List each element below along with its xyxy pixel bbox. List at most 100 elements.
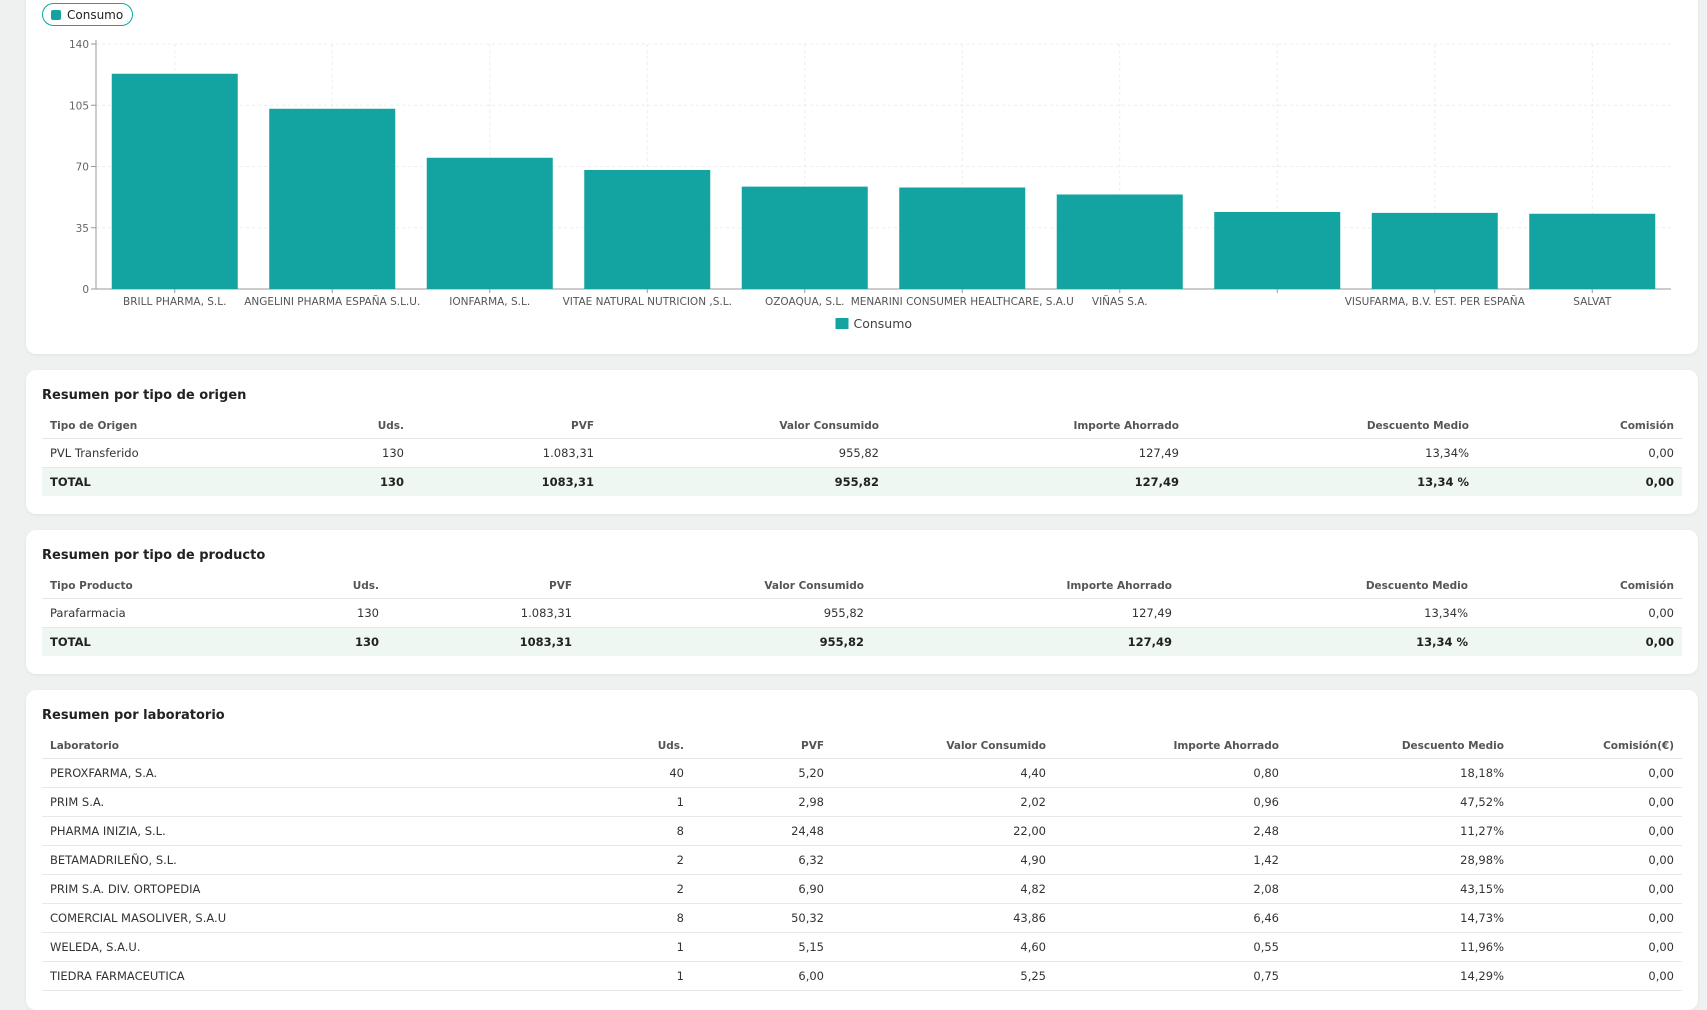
cell-pvf: 5,15 [692, 932, 832, 962]
column-header-commission[interactable]: Comisión [1477, 414, 1682, 439]
bar [111, 73, 238, 289]
cell-consumed-value: 22,00 [832, 816, 1054, 846]
column-header-pvf[interactable]: PVF [387, 574, 580, 599]
x-tick-label: SALVAT [1573, 296, 1612, 308]
table-row[interactable]: BETAMADRILEÑO, S.L. 2 6,32 4,90 1,42 28,98% 0,… [42, 845, 1682, 875]
cell-pvf: 6,32 [692, 845, 832, 875]
column-header-name[interactable]: Tipo de Origen [42, 414, 242, 439]
cell-units: 1 [392, 787, 692, 817]
total-name: TOTAL [42, 467, 242, 496]
cell-units: 1 [392, 932, 692, 962]
cell-pvf: 5,20 [692, 758, 832, 788]
cell-commission: 0,00 [1512, 903, 1682, 933]
column-header-name[interactable]: Tipo Producto [42, 574, 262, 599]
cell-consumed-value: 43,86 [832, 903, 1054, 933]
y-tick-label: 35 [76, 223, 89, 235]
table-row[interactable]: PRIM S.A. DIV. ORTOPEDIA 2 6,90 4,82 2,08 43,… [42, 874, 1682, 904]
cell-pvf: 24,48 [692, 816, 832, 846]
column-header-name[interactable]: Laboratorio [42, 734, 392, 759]
total-units: 130 [262, 627, 387, 656]
cell-commission: 0,00 [1476, 598, 1682, 628]
column-header-consumed-value[interactable]: Valor Consumido [580, 574, 872, 599]
cell-avg-discount: 14,29% [1287, 961, 1512, 991]
total-consumed-value: 955,82 [580, 627, 872, 656]
cell-saved-amount: 1,42 [1054, 845, 1287, 875]
total-commission: 0,00 [1476, 627, 1682, 656]
column-header-saved-amount[interactable]: Importe Ahorrado [887, 414, 1187, 439]
total-consumed-value: 955,82 [602, 467, 887, 496]
cell-saved-amount: 127,49 [887, 438, 1187, 468]
column-header-units[interactable]: Uds. [242, 414, 412, 439]
table-row[interactable]: Parafarmacia 130 1.083,31 955,82 127,49 13,34… [42, 598, 1682, 628]
column-header-consumed-value[interactable]: Valor Consumido [602, 414, 887, 439]
cell-saved-amount: 2,08 [1054, 874, 1287, 904]
cell-consumed-value: 5,25 [832, 961, 1054, 991]
x-tick-label: MENARINI CONSUMER HEALTHCARE, S.A.U [851, 296, 1074, 308]
column-header-saved-amount[interactable]: Importe Ahorrado [1054, 734, 1287, 759]
cell-units: 130 [262, 598, 387, 628]
table-row[interactable]: PHARMA INIZIA, S.L. 8 24,48 22,00 2,48 11,27%… [42, 816, 1682, 846]
table-row[interactable]: PVL Transferido 130 1.083,31 955,82 127,49 13… [42, 438, 1682, 468]
table-row[interactable]: TIEDRA FARMACEUTICA 1 6,00 5,25 0,75 14,29% 0,… [42, 961, 1682, 991]
cell-pvf: 6,00 [692, 961, 832, 991]
cell-commission: 0,00 [1512, 874, 1682, 904]
bar [426, 157, 553, 289]
cell-name: PRIM S.A. DIV. ORTOPEDIA [42, 874, 392, 904]
origin-summary-title: Resumen por tipo de origen [42, 388, 247, 403]
cell-avg-discount: 43,15% [1287, 874, 1512, 904]
column-header-commission[interactable]: Comisión(€) [1512, 734, 1682, 759]
column-header-saved-amount[interactable]: Importe Ahorrado [872, 574, 1180, 599]
column-header-avg-discount[interactable]: Descuento Medio [1287, 734, 1512, 759]
cell-avg-discount: 47,52% [1287, 787, 1512, 817]
x-tick-label: OZOAQUA, S.L. [765, 296, 845, 308]
laboratory-summary-card: Resumen por laboratorio Laboratorio Uds. P… [26, 690, 1698, 1010]
cell-saved-amount: 0,96 [1054, 787, 1287, 817]
page-scrollbar[interactable] [1699, 0, 1707, 986]
table-row[interactable]: PRIM S.A. 1 2,98 2,02 0,96 47,52% 0,00 [42, 787, 1682, 817]
cell-units: 8 [392, 816, 692, 846]
series-color-swatch [51, 9, 61, 20]
x-tick-label: VISUFARMA, B.V. EST. PER ESPAÑA [1345, 295, 1526, 308]
series-filter-chip[interactable]: Consumo [42, 3, 134, 26]
y-tick-label: 70 [76, 162, 89, 174]
column-header-avg-discount[interactable]: Descuento Medio [1187, 414, 1477, 439]
cell-consumed-value: 955,82 [580, 598, 872, 628]
product-summary-title: Resumen por tipo de producto [42, 548, 266, 563]
column-header-consumed-value[interactable]: Valor Consumido [832, 734, 1054, 759]
product-summary-table: Tipo Producto Uds. PVF Valor Consumido Impor… [42, 574, 1682, 656]
series-filter-label: Consumo [67, 7, 124, 22]
bar-chart: 0 35 70 105 140 BRILL PHARMA, S.L. ANGELINI PH… [69, 39, 1671, 331]
total-row: TOTAL 130 1083,31 955,82 127,49 13,34 % 0,00 [42, 627, 1682, 656]
laboratory-summary-title: Resumen por laboratorio [42, 708, 225, 723]
cell-commission: 0,00 [1477, 438, 1682, 468]
bar [1214, 212, 1341, 289]
table-row[interactable]: PEROXFARMA, S.A. 40 5,20 4,40 0,80 18,18% 0,00 [42, 758, 1682, 788]
origin-summary-table: Tipo de Origen Uds. PVF Valor Consumido Impo… [42, 414, 1682, 496]
cell-avg-discount: 18,18% [1287, 758, 1512, 788]
cell-avg-discount: 13,34% [1187, 438, 1477, 468]
column-header-commission[interactable]: Comisión [1476, 574, 1682, 599]
cell-consumed-value: 955,82 [602, 438, 887, 468]
cell-name: Parafarmacia [42, 598, 262, 628]
column-header-pvf[interactable]: PVF [412, 414, 602, 439]
column-header-units[interactable]: Uds. [262, 574, 387, 599]
cell-pvf: 6,90 [692, 874, 832, 904]
cell-avg-discount: 14,73% [1287, 903, 1512, 933]
cell-pvf: 50,32 [692, 903, 832, 933]
cell-name: BETAMADRILEÑO, S.L. [42, 845, 392, 875]
column-header-units[interactable]: Uds. [392, 734, 692, 759]
table-header-row: Tipo Producto Uds. PVF Valor Consumido Impor… [42, 574, 1682, 599]
total-saved-amount: 127,49 [887, 467, 1187, 496]
table-row[interactable]: WELEDA, S.A.U. 1 5,15 4,60 0,55 11,96% 0,00 [42, 932, 1682, 962]
cell-avg-discount: 13,34% [1180, 598, 1476, 628]
x-tick-label: IONFARMA, S.L. [449, 296, 530, 308]
cell-units: 130 [242, 438, 412, 468]
cell-units: 40 [392, 758, 692, 788]
bar [899, 187, 1026, 289]
cell-commission: 0,00 [1512, 816, 1682, 846]
column-header-pvf[interactable]: PVF [692, 734, 832, 759]
x-tick-label: VIÑAS S.A. [1092, 295, 1148, 308]
column-header-avg-discount[interactable]: Descuento Medio [1180, 574, 1476, 599]
table-row[interactable]: COMERCIAL MASOLIVER, S.A.U 8 50,32 43,86 6,4… [42, 903, 1682, 933]
cell-pvf: 1.083,31 [412, 438, 602, 468]
